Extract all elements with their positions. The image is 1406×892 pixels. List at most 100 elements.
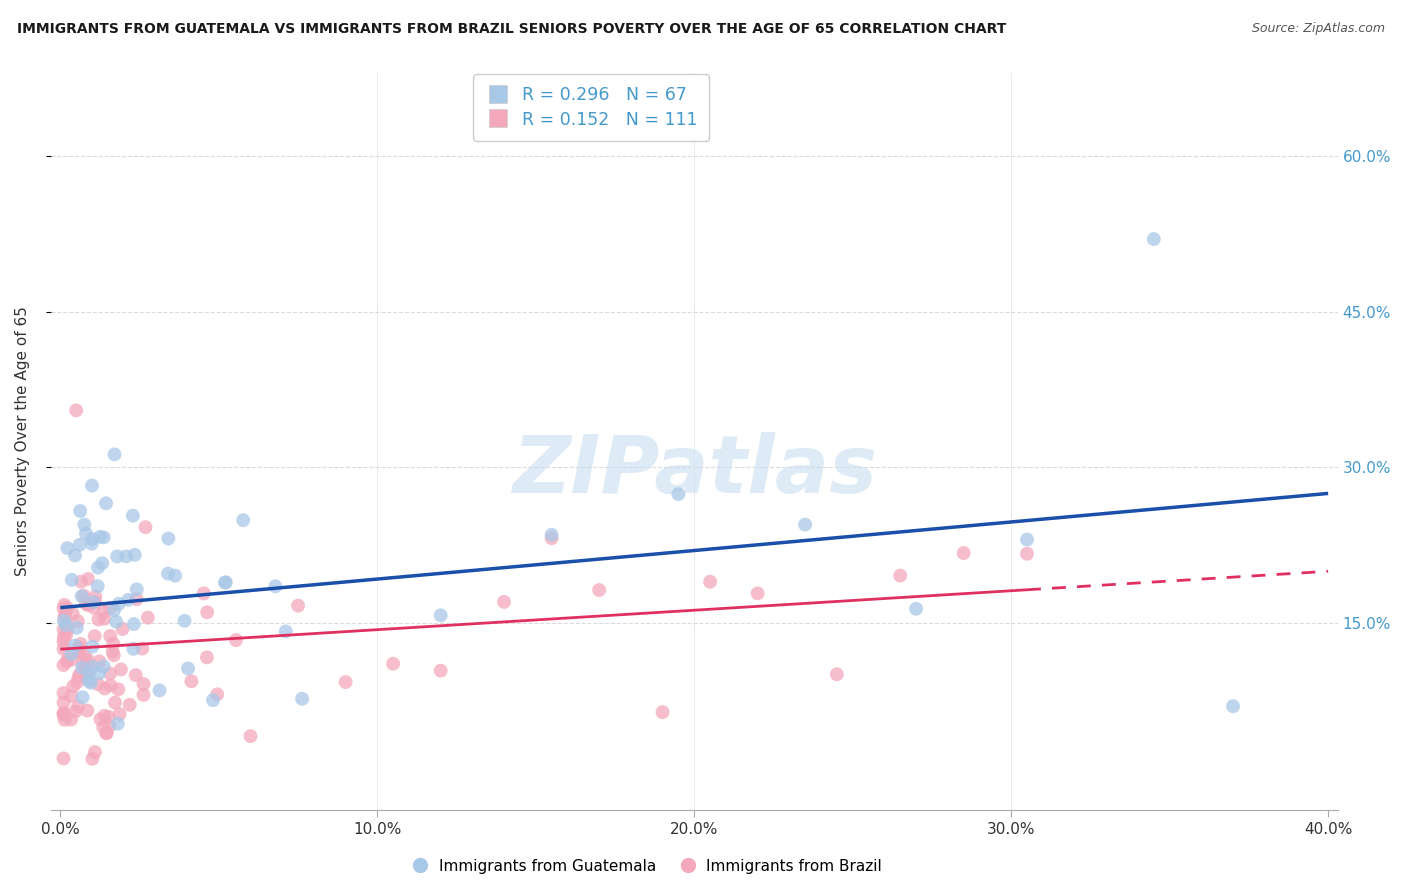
Point [125, 582, 148, 597]
Point [72, 589, 94, 603]
Point [83, 629, 105, 643]
Point [103, 447, 125, 461]
Point [825, 667, 848, 681]
Point [70, 574, 93, 589]
Point [69, 538, 91, 552]
Point [429, 664, 451, 678]
Legend: R = 0.296   N = 67, R = 0.152   N = 111: R = 0.296 N = 67, R = 0.152 N = 111 [474, 74, 710, 141]
Point [82, 640, 104, 654]
Point [905, 602, 928, 616]
Point [80, 537, 103, 551]
Point [52, 623, 75, 637]
Point [60, 653, 83, 667]
Point [291, 691, 314, 706]
Point [66, 621, 89, 635]
Point [103, 603, 125, 617]
Point [56, 623, 79, 637]
Point [651, 705, 673, 719]
Point [69, 504, 91, 518]
Point [97, 710, 120, 724]
Point [207, 687, 229, 701]
Point [180, 674, 202, 689]
Point [666, 487, 689, 501]
Text: ZIPatlas: ZIPatlas [512, 432, 877, 510]
Point [53, 610, 76, 624]
Point [80, 532, 103, 546]
Point [429, 608, 451, 623]
Point [173, 614, 195, 628]
Point [76, 704, 98, 718]
Point [55, 628, 77, 642]
Point [136, 610, 159, 624]
Point [52, 707, 75, 722]
Point [193, 586, 215, 600]
Point [382, 657, 405, 671]
Point [55, 655, 77, 669]
Point [87, 613, 110, 627]
Point [699, 574, 721, 589]
Point [55, 618, 77, 632]
Point [747, 586, 769, 600]
Point [115, 549, 138, 564]
Point [195, 605, 218, 619]
Point [66, 675, 89, 690]
Point [274, 624, 297, 639]
Point [93, 708, 115, 723]
Point [101, 644, 124, 658]
Point [53, 607, 76, 622]
Y-axis label: Seniors Poverty Over the Age of 65: Seniors Poverty Over the Age of 65 [15, 307, 30, 576]
Point [107, 597, 129, 611]
Point [93, 681, 115, 696]
Point [60, 713, 83, 727]
Point [104, 696, 127, 710]
Point [952, 546, 974, 560]
Point [62, 607, 84, 621]
Point [76, 598, 98, 612]
Point [103, 637, 125, 651]
Point [157, 566, 180, 581]
Point [107, 682, 129, 697]
Point [52, 642, 75, 657]
Point [70, 590, 93, 604]
Point [82, 752, 104, 766]
Point [75, 648, 97, 663]
Point [105, 549, 128, 564]
Point [52, 630, 75, 644]
Point [77, 673, 100, 688]
Point [588, 582, 610, 597]
Point [76, 657, 98, 672]
Point [121, 508, 143, 523]
Point [232, 513, 254, 527]
Point [889, 568, 911, 582]
Point [65, 645, 87, 659]
Point [72, 690, 94, 705]
Point [540, 531, 562, 545]
Point [87, 579, 110, 593]
Point [93, 612, 115, 626]
Point [794, 517, 817, 532]
Point [93, 530, 115, 544]
Point [52, 751, 75, 765]
Text: IMMIGRANTS FROM GUATEMALA VS IMMIGRANTS FROM BRAZIL SENIORS POVERTY OVER THE AGE: IMMIGRANTS FROM GUATEMALA VS IMMIGRANTS … [17, 22, 1007, 37]
Point [52, 658, 75, 673]
Point [165, 568, 187, 582]
Point [494, 595, 516, 609]
Point [132, 677, 155, 691]
Point [1015, 547, 1038, 561]
Point [96, 726, 118, 740]
Point [77, 653, 100, 667]
Point [540, 527, 562, 541]
Point [93, 605, 115, 619]
Point [201, 693, 224, 707]
Point [69, 667, 91, 681]
Point [110, 662, 132, 676]
Point [84, 590, 107, 604]
Point [80, 478, 103, 492]
Point [66, 699, 89, 714]
Point [67, 640, 90, 655]
Point [80, 675, 103, 690]
Point [76, 663, 98, 677]
Point [94, 496, 117, 510]
Point [103, 648, 125, 663]
Point [60, 647, 83, 661]
